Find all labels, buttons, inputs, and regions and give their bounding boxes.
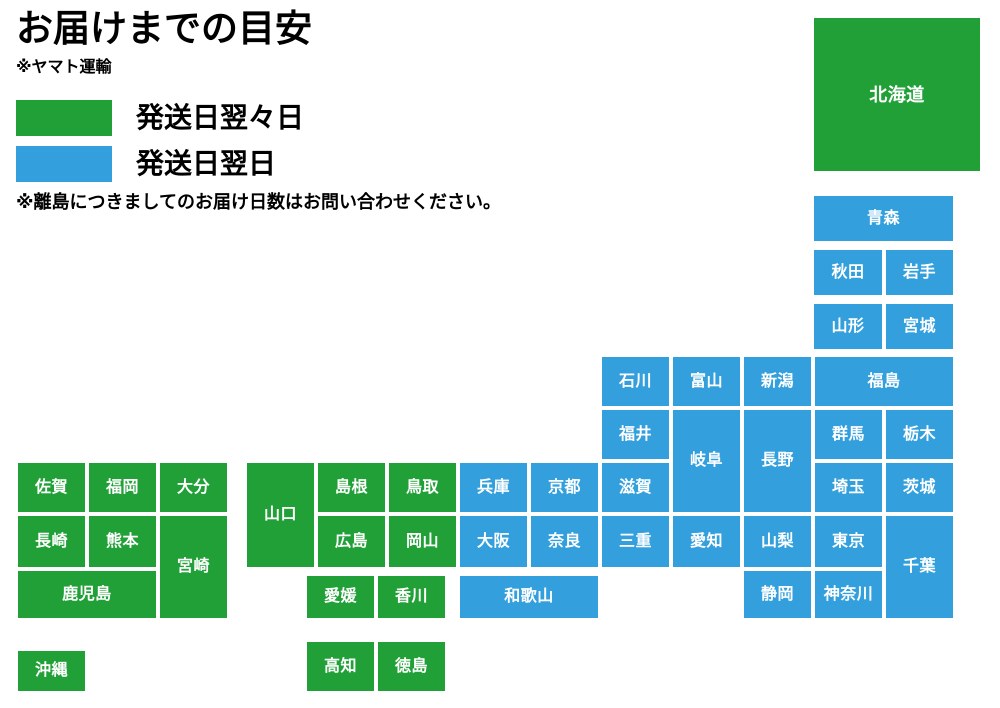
prefecture-tile[interactable]: 静岡 — [742, 569, 813, 620]
prefecture-tile[interactable]: 新潟 — [742, 355, 813, 408]
prefecture-tile[interactable]: 三重 — [600, 514, 671, 569]
prefecture-tile[interactable]: 京都 — [529, 461, 600, 514]
prefecture-tile[interactable]: 愛知 — [671, 514, 742, 569]
prefecture-tile[interactable]: 広島 — [316, 514, 387, 569]
legend-swatch-blue — [16, 146, 112, 182]
prefecture-tile[interactable]: 北海道 — [812, 16, 982, 173]
prefecture-tile[interactable]: 山梨 — [742, 514, 813, 569]
prefecture-tile[interactable]: 長崎 — [16, 514, 87, 569]
legend-label-blue: 発送日翌日 — [136, 148, 277, 179]
prefecture-tile[interactable]: 徳島 — [376, 640, 447, 693]
prefecture-tile[interactable]: 埼玉 — [813, 461, 884, 514]
header: お届けまでの目安 ※ヤマト運輸 — [16, 8, 636, 77]
prefecture-tile[interactable]: 島根 — [316, 461, 387, 514]
prefecture-tile[interactable]: 福井 — [600, 408, 671, 461]
island-disclaimer-note: ※離島につきましてのお届け日数はお問い合わせください。 — [16, 192, 501, 212]
prefecture-tile[interactable]: 熊本 — [87, 514, 158, 569]
prefecture-tile[interactable]: 富山 — [671, 355, 742, 408]
prefecture-tile[interactable]: 岐阜 — [671, 408, 742, 514]
prefecture-tile[interactable]: 鹿児島 — [16, 569, 158, 620]
legend-label-green: 発送日翌々日 — [136, 102, 305, 133]
prefecture-tile[interactable]: 神奈川 — [813, 569, 884, 620]
prefecture-tile[interactable]: 香川 — [376, 574, 447, 620]
prefecture-tile[interactable]: 山形 — [812, 302, 884, 351]
prefecture-tile[interactable]: 岡山 — [387, 514, 458, 569]
prefecture-tile[interactable]: 石川 — [600, 355, 671, 408]
page-title: お届けまでの目安 — [16, 8, 312, 49]
carrier-note: ※ヤマト運輸 — [16, 58, 112, 76]
prefecture-tile[interactable]: 千葉 — [884, 514, 955, 620]
prefecture-tile[interactable]: 沖縄 — [16, 649, 87, 693]
prefecture-tile[interactable]: 東京 — [813, 514, 884, 569]
prefecture-tile[interactable]: 宮崎 — [158, 514, 229, 620]
prefecture-tile[interactable]: 長野 — [742, 408, 813, 514]
prefecture-tile[interactable]: 群馬 — [813, 408, 884, 461]
prefecture-tile[interactable]: 栃木 — [884, 408, 955, 461]
prefecture-tile[interactable]: 滋賀 — [600, 461, 671, 514]
legend-row-blue: 発送日翌日 — [16, 144, 616, 184]
legend-row-green: 発送日翌々日 — [16, 98, 616, 138]
prefecture-tile[interactable]: 鳥取 — [387, 461, 458, 514]
prefecture-tile[interactable]: 福岡 — [87, 461, 158, 514]
prefecture-tile[interactable]: 奈良 — [529, 514, 600, 569]
prefecture-tile[interactable]: 大分 — [158, 461, 229, 514]
prefecture-tile[interactable]: 兵庫 — [458, 461, 529, 514]
prefecture-tile[interactable]: 福島 — [813, 355, 955, 408]
legend-swatch-green — [16, 100, 112, 136]
prefecture-tile[interactable]: 大阪 — [458, 514, 529, 569]
prefecture-tile[interactable]: 茨城 — [884, 461, 955, 514]
prefecture-tile[interactable]: 和歌山 — [458, 574, 600, 620]
prefecture-tile[interactable]: 秋田 — [812, 248, 884, 297]
prefecture-tile[interactable]: 宮城 — [884, 302, 955, 351]
prefecture-tile[interactable]: 佐賀 — [16, 461, 87, 514]
prefecture-tile[interactable]: 岩手 — [884, 248, 955, 297]
prefecture-tile[interactable]: 青森 — [812, 194, 955, 243]
prefecture-tile[interactable]: 高知 — [305, 640, 376, 693]
prefecture-tile[interactable]: 山口 — [245, 461, 316, 569]
prefecture-tile[interactable]: 愛媛 — [305, 574, 376, 620]
legend: 発送日翌々日 発送日翌日 — [16, 98, 616, 190]
